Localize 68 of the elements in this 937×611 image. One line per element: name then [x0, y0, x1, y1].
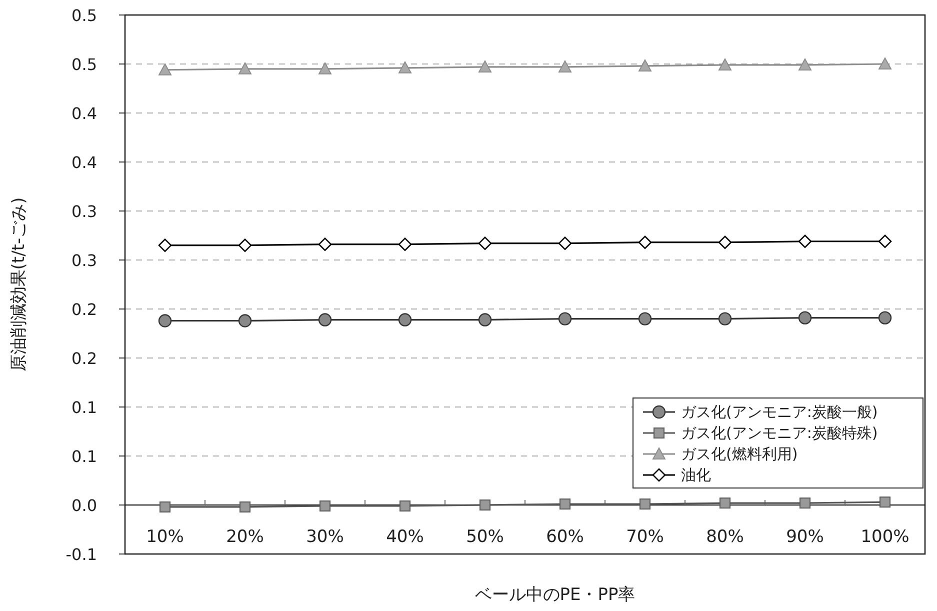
point: [558, 60, 572, 72]
point: [798, 234, 812, 248]
point: [238, 314, 252, 328]
point: [398, 238, 412, 251]
y-tick-label: 0.5: [72, 6, 97, 25]
point: [318, 62, 332, 74]
point: [558, 312, 572, 326]
point: [638, 236, 652, 250]
y-tick-label: 0.3: [72, 202, 97, 221]
y-tick-label: 0.2: [72, 349, 97, 368]
point: [478, 60, 492, 72]
x-tick-label: 80%: [706, 527, 744, 547]
x-tick-label: 100%: [860, 527, 910, 547]
y-tick-label: 0.4: [72, 153, 97, 172]
point: [160, 501, 170, 512]
point: [398, 313, 412, 326]
x-tick-label: 40%: [386, 527, 424, 547]
point: [800, 498, 810, 509]
x-tick-label: 90%: [786, 527, 824, 547]
legend-label: ガス化(アンモニア:炭酸一般): [681, 403, 878, 421]
point: [478, 236, 492, 250]
y-tick-label: 0.1: [72, 447, 97, 466]
x-tick-label: 50%: [466, 527, 504, 547]
y-tick-label: -0.1: [66, 545, 97, 564]
point: [878, 234, 892, 248]
point: [798, 311, 812, 324]
x-tick-label: 30%: [306, 527, 344, 547]
x-tick-label: 10%: [146, 527, 184, 547]
y-tick-label: 0.1: [72, 398, 97, 417]
point: [238, 62, 252, 74]
point: [400, 500, 410, 512]
point: [878, 58, 892, 70]
point: [720, 498, 730, 509]
y-tick-label: 0.3: [72, 251, 97, 270]
x-tick-label: 70%: [626, 527, 664, 547]
y-tick-label: 0.0: [72, 496, 97, 515]
point: [158, 314, 172, 328]
point: [398, 61, 412, 74]
point: [158, 238, 172, 252]
point: [240, 501, 250, 512]
point: [718, 236, 732, 250]
x-tick-label: 60%: [546, 527, 584, 547]
point: [480, 500, 490, 510]
point: [718, 312, 732, 326]
point: [638, 312, 652, 326]
point: [880, 496, 890, 508]
point: [318, 238, 332, 251]
x-tick-label: 20%: [226, 527, 264, 547]
point: [238, 238, 252, 252]
point: [640, 498, 650, 510]
y-tick-label: 0.2: [72, 300, 97, 319]
point: [558, 236, 572, 250]
legend-label: ガス化(燃料利用): [681, 445, 798, 463]
point: [638, 59, 652, 72]
y-axis-title: 原油削減効果(t/t-ごみ): [9, 197, 29, 372]
legend-label: ガス化(アンモニア:炭酸特殊): [681, 424, 878, 442]
x-axis-title: ベール中のPE・PP率: [474, 585, 636, 605]
y-tick-label: 0.5: [72, 55, 97, 74]
point: [798, 58, 812, 70]
point: [878, 311, 892, 324]
point: [158, 63, 172, 76]
point: [718, 58, 732, 70]
point: [320, 500, 330, 512]
legend-label: 油化: [681, 466, 711, 484]
point: [560, 498, 570, 510]
point: [318, 313, 332, 326]
point: [478, 313, 492, 326]
y-tick-label: 0.4: [72, 104, 97, 123]
